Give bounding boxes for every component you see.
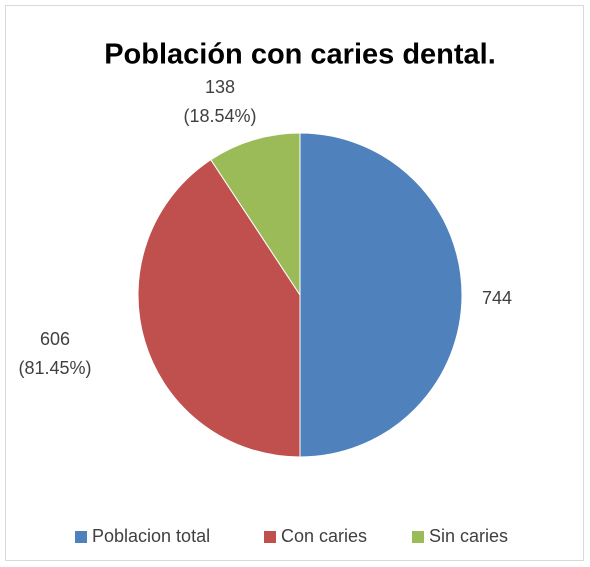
legend-label: Con caries bbox=[281, 526, 367, 546]
pie-slice bbox=[299, 132, 463, 458]
legend-swatch bbox=[75, 531, 87, 543]
legend-label: Sin caries bbox=[429, 526, 508, 546]
legend-swatch bbox=[264, 531, 276, 543]
data-label: 606 bbox=[40, 329, 70, 349]
pie-slice bbox=[210, 132, 301, 297]
data-label: (81.45%) bbox=[18, 358, 91, 378]
data-label: 744 bbox=[482, 288, 512, 308]
legend-swatch bbox=[412, 531, 424, 543]
data-label: (18.54%) bbox=[183, 106, 256, 126]
chart-title: Población con caries dental. bbox=[104, 39, 496, 71]
legend-label: Poblacion total bbox=[92, 526, 210, 546]
data-label: 138 bbox=[205, 77, 235, 97]
